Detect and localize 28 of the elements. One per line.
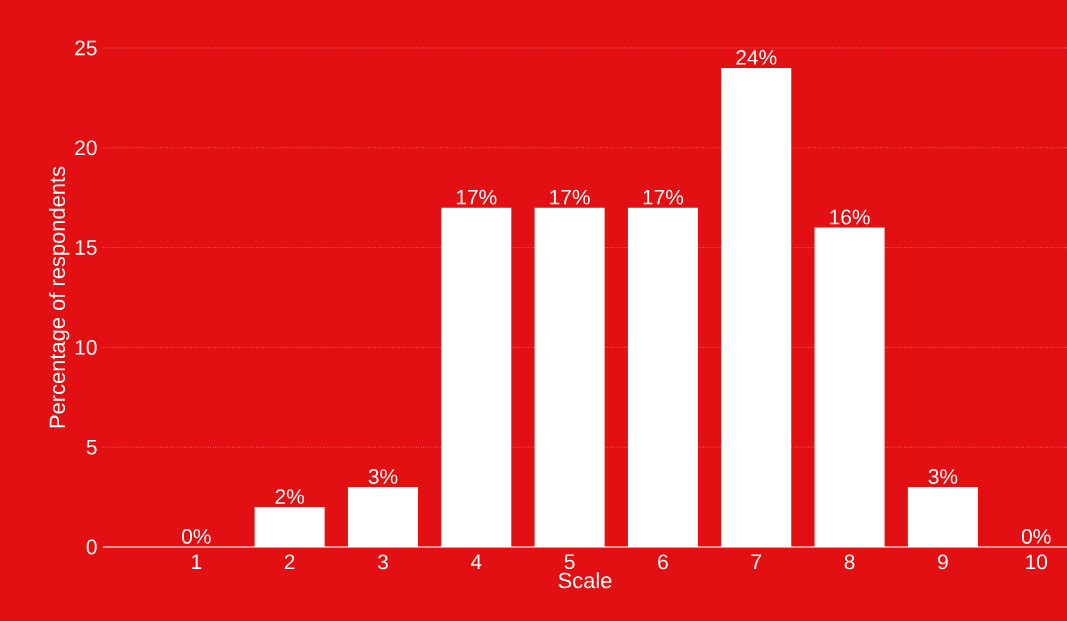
data-label: 3% — [928, 469, 958, 484]
data-label: 17% — [550, 189, 590, 205]
data-label: 17% — [643, 189, 684, 205]
data-label: 24% — [736, 50, 777, 65]
data-label: 17% — [456, 189, 497, 205]
y-tick-label: 0 — [86, 539, 97, 555]
x-tick-label: 5 — [564, 554, 575, 570]
x-tick-label: 4 — [470, 554, 482, 569]
data-label: 2% — [275, 489, 305, 504]
x-tick-label: 3 — [377, 554, 388, 570]
x-tick-label: 10 — [1026, 554, 1048, 570]
y-tick-label: 10 — [75, 339, 97, 355]
data-label: 0% — [1021, 528, 1051, 544]
x-tick-label: 2 — [284, 554, 295, 570]
data-label: 0% — [182, 528, 211, 544]
x-tick-label: 8 — [844, 554, 855, 570]
y-tick-label: 15 — [75, 240, 97, 255]
x-tick-label: 6 — [658, 554, 668, 570]
x-tick-label: 7 — [751, 554, 762, 569]
x-axis-title: Scale — [558, 572, 612, 589]
y-axis-title: Percentage of respondents — [48, 166, 70, 428]
x-tick-label: 1 — [192, 554, 202, 569]
data-label: 16% — [830, 209, 870, 225]
x-tick-label: 9 — [938, 554, 948, 570]
y-tick-label: 20 — [75, 140, 97, 156]
data-label: 3% — [368, 469, 398, 484]
y-tick-label: 5 — [86, 439, 97, 455]
y-tick-label: 25 — [75, 40, 97, 56]
